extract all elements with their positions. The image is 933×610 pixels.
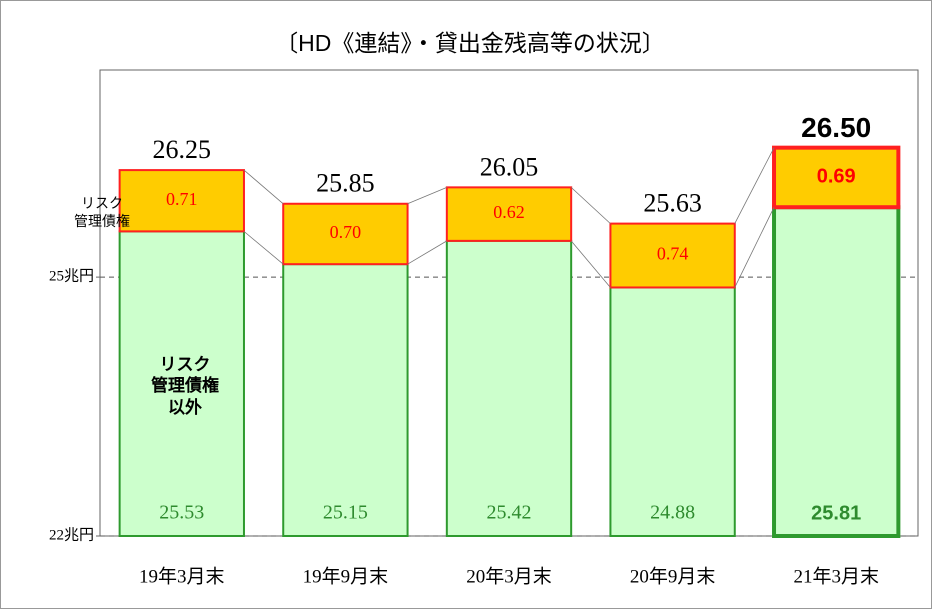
total-label: 26.05 (480, 152, 539, 181)
connector (243, 169, 284, 205)
connector (243, 231, 284, 265)
value-label: 25.53 (159, 502, 204, 524)
value-label: 0.69 (817, 166, 856, 188)
connector (734, 147, 775, 224)
bar-segment (772, 205, 901, 538)
value-label: 25.15 (323, 502, 368, 524)
bar-segment (118, 230, 245, 537)
connector (570, 240, 611, 288)
total-label: 25.63 (643, 189, 702, 218)
bar-segment (609, 286, 736, 538)
bar-segment (282, 263, 409, 537)
total-label: 26.25 (153, 135, 212, 164)
x-tick-label: 20年3月末 (466, 565, 552, 587)
x-tick-label: 19年9月末 (303, 565, 389, 587)
y-tick-label: 22兆円 (49, 526, 94, 543)
value-label: 0.74 (657, 244, 689, 264)
connector (570, 187, 611, 224)
bar-segment (445, 186, 573, 242)
series-name: リスク 管理債権 以外 (151, 355, 219, 417)
x-tick-label: 21年3月末 (793, 565, 879, 587)
x-tick-label: 20年9月末 (630, 565, 716, 587)
connector (734, 207, 775, 288)
bar-segment (609, 222, 736, 289)
value-label: 24.88 (650, 502, 695, 524)
bar-segment (445, 239, 573, 537)
bar-segment (282, 202, 409, 266)
value-label: 0.70 (330, 222, 362, 242)
bar-segment (118, 169, 245, 233)
chart-title: 〔HD《連結》・貸出金残高等の状況〕 (275, 30, 665, 56)
x-tick-label: 19年3月末 (139, 565, 225, 587)
value-label: 25.42 (487, 502, 532, 524)
value-label: 25.81 (811, 502, 861, 524)
value-label: 0.62 (493, 202, 525, 222)
bar-segment (772, 145, 901, 210)
y-tick-label: 25兆円 (49, 268, 94, 285)
series-name: リスク 管理債権 (74, 197, 130, 230)
connector (407, 186, 447, 205)
total-label: 25.85 (316, 169, 375, 198)
total-label: 26.50 (801, 112, 871, 143)
value-label: 0.71 (166, 189, 198, 209)
connector (407, 240, 448, 265)
